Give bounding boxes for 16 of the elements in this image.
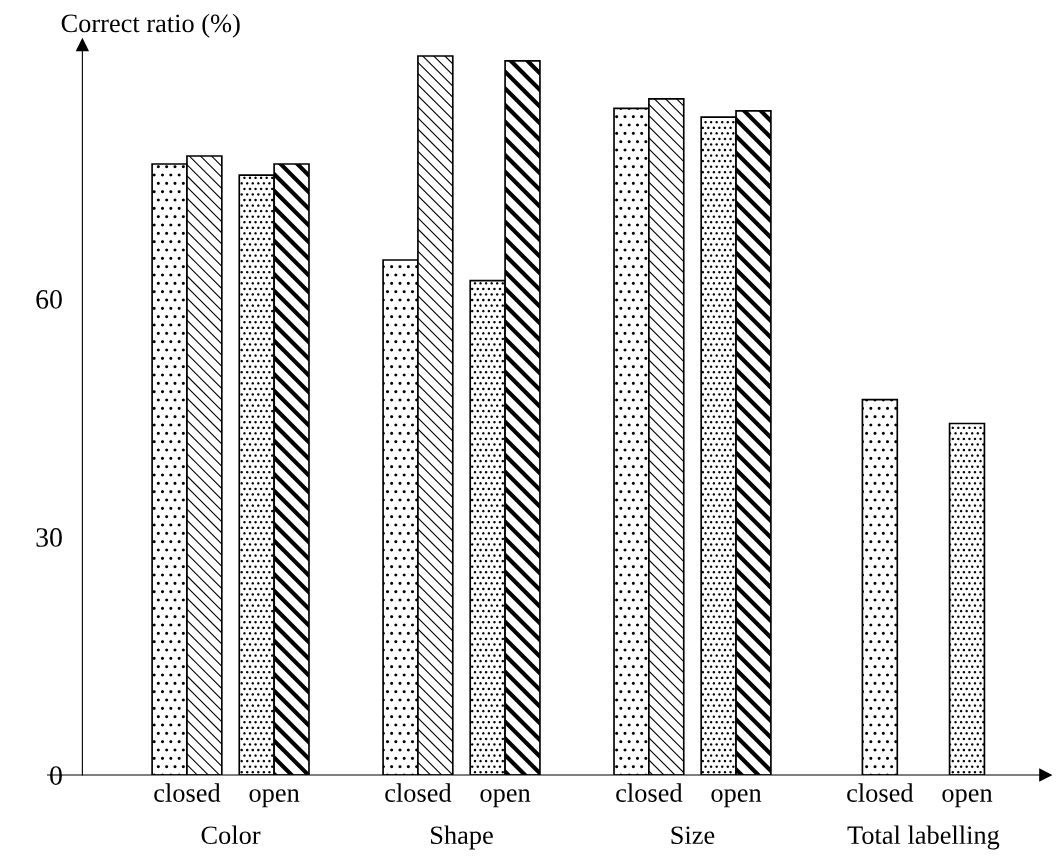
x-tick-label: open: [711, 789, 762, 808]
y-axis-title: Correct ratio (%): [61, 13, 240, 38]
text: Shape: [431, 825, 493, 850]
x-tick-label: closed: [847, 783, 914, 802]
x-tick-label: open: [480, 789, 531, 808]
x-tick-label: closed: [616, 783, 683, 802]
x-tick-label: closed: [154, 783, 221, 802]
y-tick-label: 30: [36, 528, 62, 547]
x-tick-label: closed: [385, 783, 452, 802]
text: Color: [201, 825, 261, 845]
text: Size: [671, 826, 715, 845]
y-tick-label: 60: [36, 290, 62, 309]
text: Total labelling: [847, 825, 1000, 850]
x-tick-label: open: [249, 789, 300, 808]
y-tick-label: 0: [50, 766, 62, 785]
x-tick-label: open: [942, 789, 993, 808]
